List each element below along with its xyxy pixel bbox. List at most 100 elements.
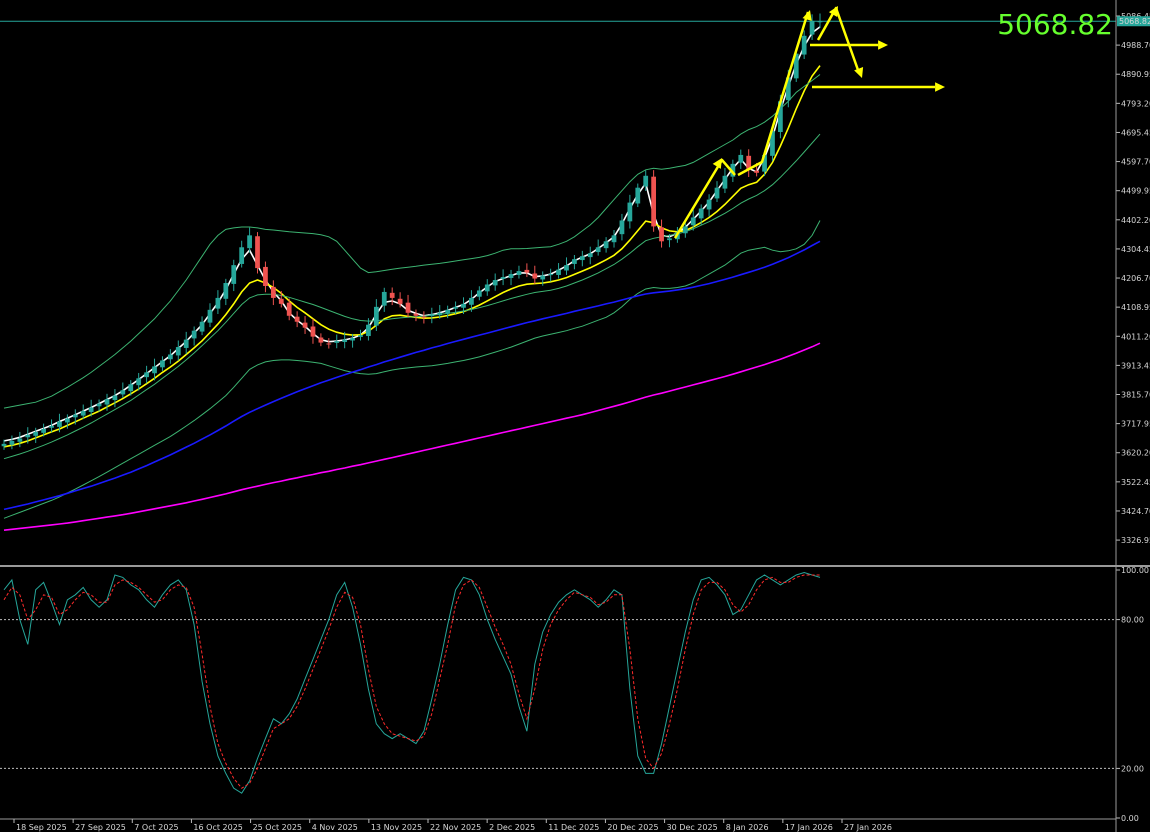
candle-body [128, 384, 134, 392]
date-tick-label: 27 Sep 2025 [75, 823, 126, 832]
candle-body [754, 170, 759, 173]
candle-body [88, 407, 94, 412]
price-tick-label: 4108.95 [1121, 303, 1150, 312]
candle-body [350, 338, 355, 341]
price-tick-label: 4304.45 [1121, 245, 1150, 254]
candle-body [152, 366, 157, 374]
candle-body [1, 443, 7, 447]
current-price-label: 5068.82 [997, 8, 1113, 41]
price-tick-label: 3326.95 [1121, 536, 1150, 545]
price-tick-label: 4793.20 [1121, 99, 1150, 108]
candle-body [603, 241, 609, 249]
date-tick-label: 18 Sep 2025 [16, 823, 67, 832]
candle-body [770, 131, 775, 156]
price-tick-label: 4988.70 [1121, 41, 1150, 50]
candle-body [144, 372, 149, 378]
osc-main-line [3, 571, 821, 794]
candle-body [722, 175, 728, 189]
candle-body [532, 273, 538, 279]
price-tick-label: 4597.70 [1121, 158, 1150, 167]
candle-body [746, 155, 752, 170]
date-tick-label: 27 Jan 2026 [844, 823, 892, 832]
arrow-head-right-upper [878, 40, 888, 50]
date-tick-label: 7 Oct 2025 [134, 823, 178, 832]
candle-body [730, 163, 736, 177]
candle-body [453, 306, 458, 309]
arrow-head-2 [802, 10, 812, 21]
overlay-bb-lower [3, 220, 821, 519]
candle-body [595, 247, 601, 253]
candle-body [263, 266, 268, 286]
candle-body [500, 277, 506, 279]
candle-body [714, 187, 720, 199]
candle-body [572, 259, 577, 264]
price-tick-label: 3717.95 [1121, 420, 1150, 429]
candle-body [738, 154, 744, 163]
current-price-tag [1117, 16, 1150, 27]
candle-body [175, 347, 181, 356]
candle-body [706, 199, 712, 210]
candle-body [247, 235, 252, 249]
candle-body [516, 271, 522, 275]
candle-body [667, 238, 672, 241]
candle-body [793, 53, 799, 79]
osc-tick-label: 100.00 [1121, 566, 1149, 575]
arrow-wave-1 [673, 158, 736, 239]
price-tick-label: 4206.70 [1121, 274, 1150, 283]
candle-body [524, 269, 530, 273]
candle-body [72, 414, 78, 418]
candle-body [191, 330, 197, 339]
price-tick-label: 4499.95 [1121, 187, 1150, 196]
candle-body [469, 297, 474, 305]
date-tick-label: 25 Oct 2025 [253, 823, 302, 832]
candle-body [223, 283, 229, 299]
price-tick-label: 4890.95 [1121, 70, 1150, 79]
candle-body [294, 316, 300, 322]
candle-body [255, 236, 260, 269]
candle-body [778, 101, 783, 132]
candle-body [579, 256, 585, 261]
candle-body [207, 309, 213, 323]
candle-body [215, 297, 221, 309]
osc-signal-line [3, 574, 820, 789]
candle-body [199, 321, 205, 332]
candle-body [25, 434, 31, 438]
date-tick-label: 13 Nov 2025 [371, 823, 422, 832]
candle-body [492, 280, 498, 286]
candle-body [120, 390, 126, 395]
candle-body [17, 438, 23, 442]
candle-body [167, 354, 173, 360]
candle-body [659, 227, 664, 242]
candle-body [381, 291, 387, 306]
price-tick-label: 3620.20 [1121, 449, 1150, 458]
candle-body [682, 226, 688, 234]
candle-body [160, 360, 165, 368]
candle-body [231, 265, 237, 284]
price-tick-label: 4695.45 [1121, 128, 1150, 137]
candle-body [619, 220, 625, 235]
osc-tick-label: 20.00 [1121, 764, 1144, 773]
candle-body [65, 418, 70, 423]
candle-body [508, 274, 514, 278]
candle-body [112, 395, 118, 401]
candle-body [651, 176, 657, 227]
candle-body [556, 269, 561, 275]
candle-body [484, 284, 490, 292]
candle-body [302, 322, 308, 328]
candle-body [310, 326, 316, 337]
candle-body [421, 316, 427, 318]
price-tick-label: 3815.70 [1121, 391, 1150, 400]
arrow-head-1 [712, 158, 722, 169]
candle-body [548, 274, 554, 276]
price-tick-label: 3522.45 [1121, 478, 1150, 487]
date-tick-label: 11 Dec 2025 [548, 823, 599, 832]
candle-body [627, 202, 633, 222]
date-tick-label: 22 Nov 2025 [430, 823, 481, 832]
candle-body [698, 208, 704, 219]
price-tick-label: 4402.20 [1121, 216, 1150, 225]
price-tick-label: 4011.20 [1121, 332, 1150, 341]
candle-body [278, 298, 284, 304]
candle-body [785, 77, 791, 101]
candle-body [9, 440, 15, 445]
date-tick-label: 2 Dec 2025 [489, 823, 535, 832]
